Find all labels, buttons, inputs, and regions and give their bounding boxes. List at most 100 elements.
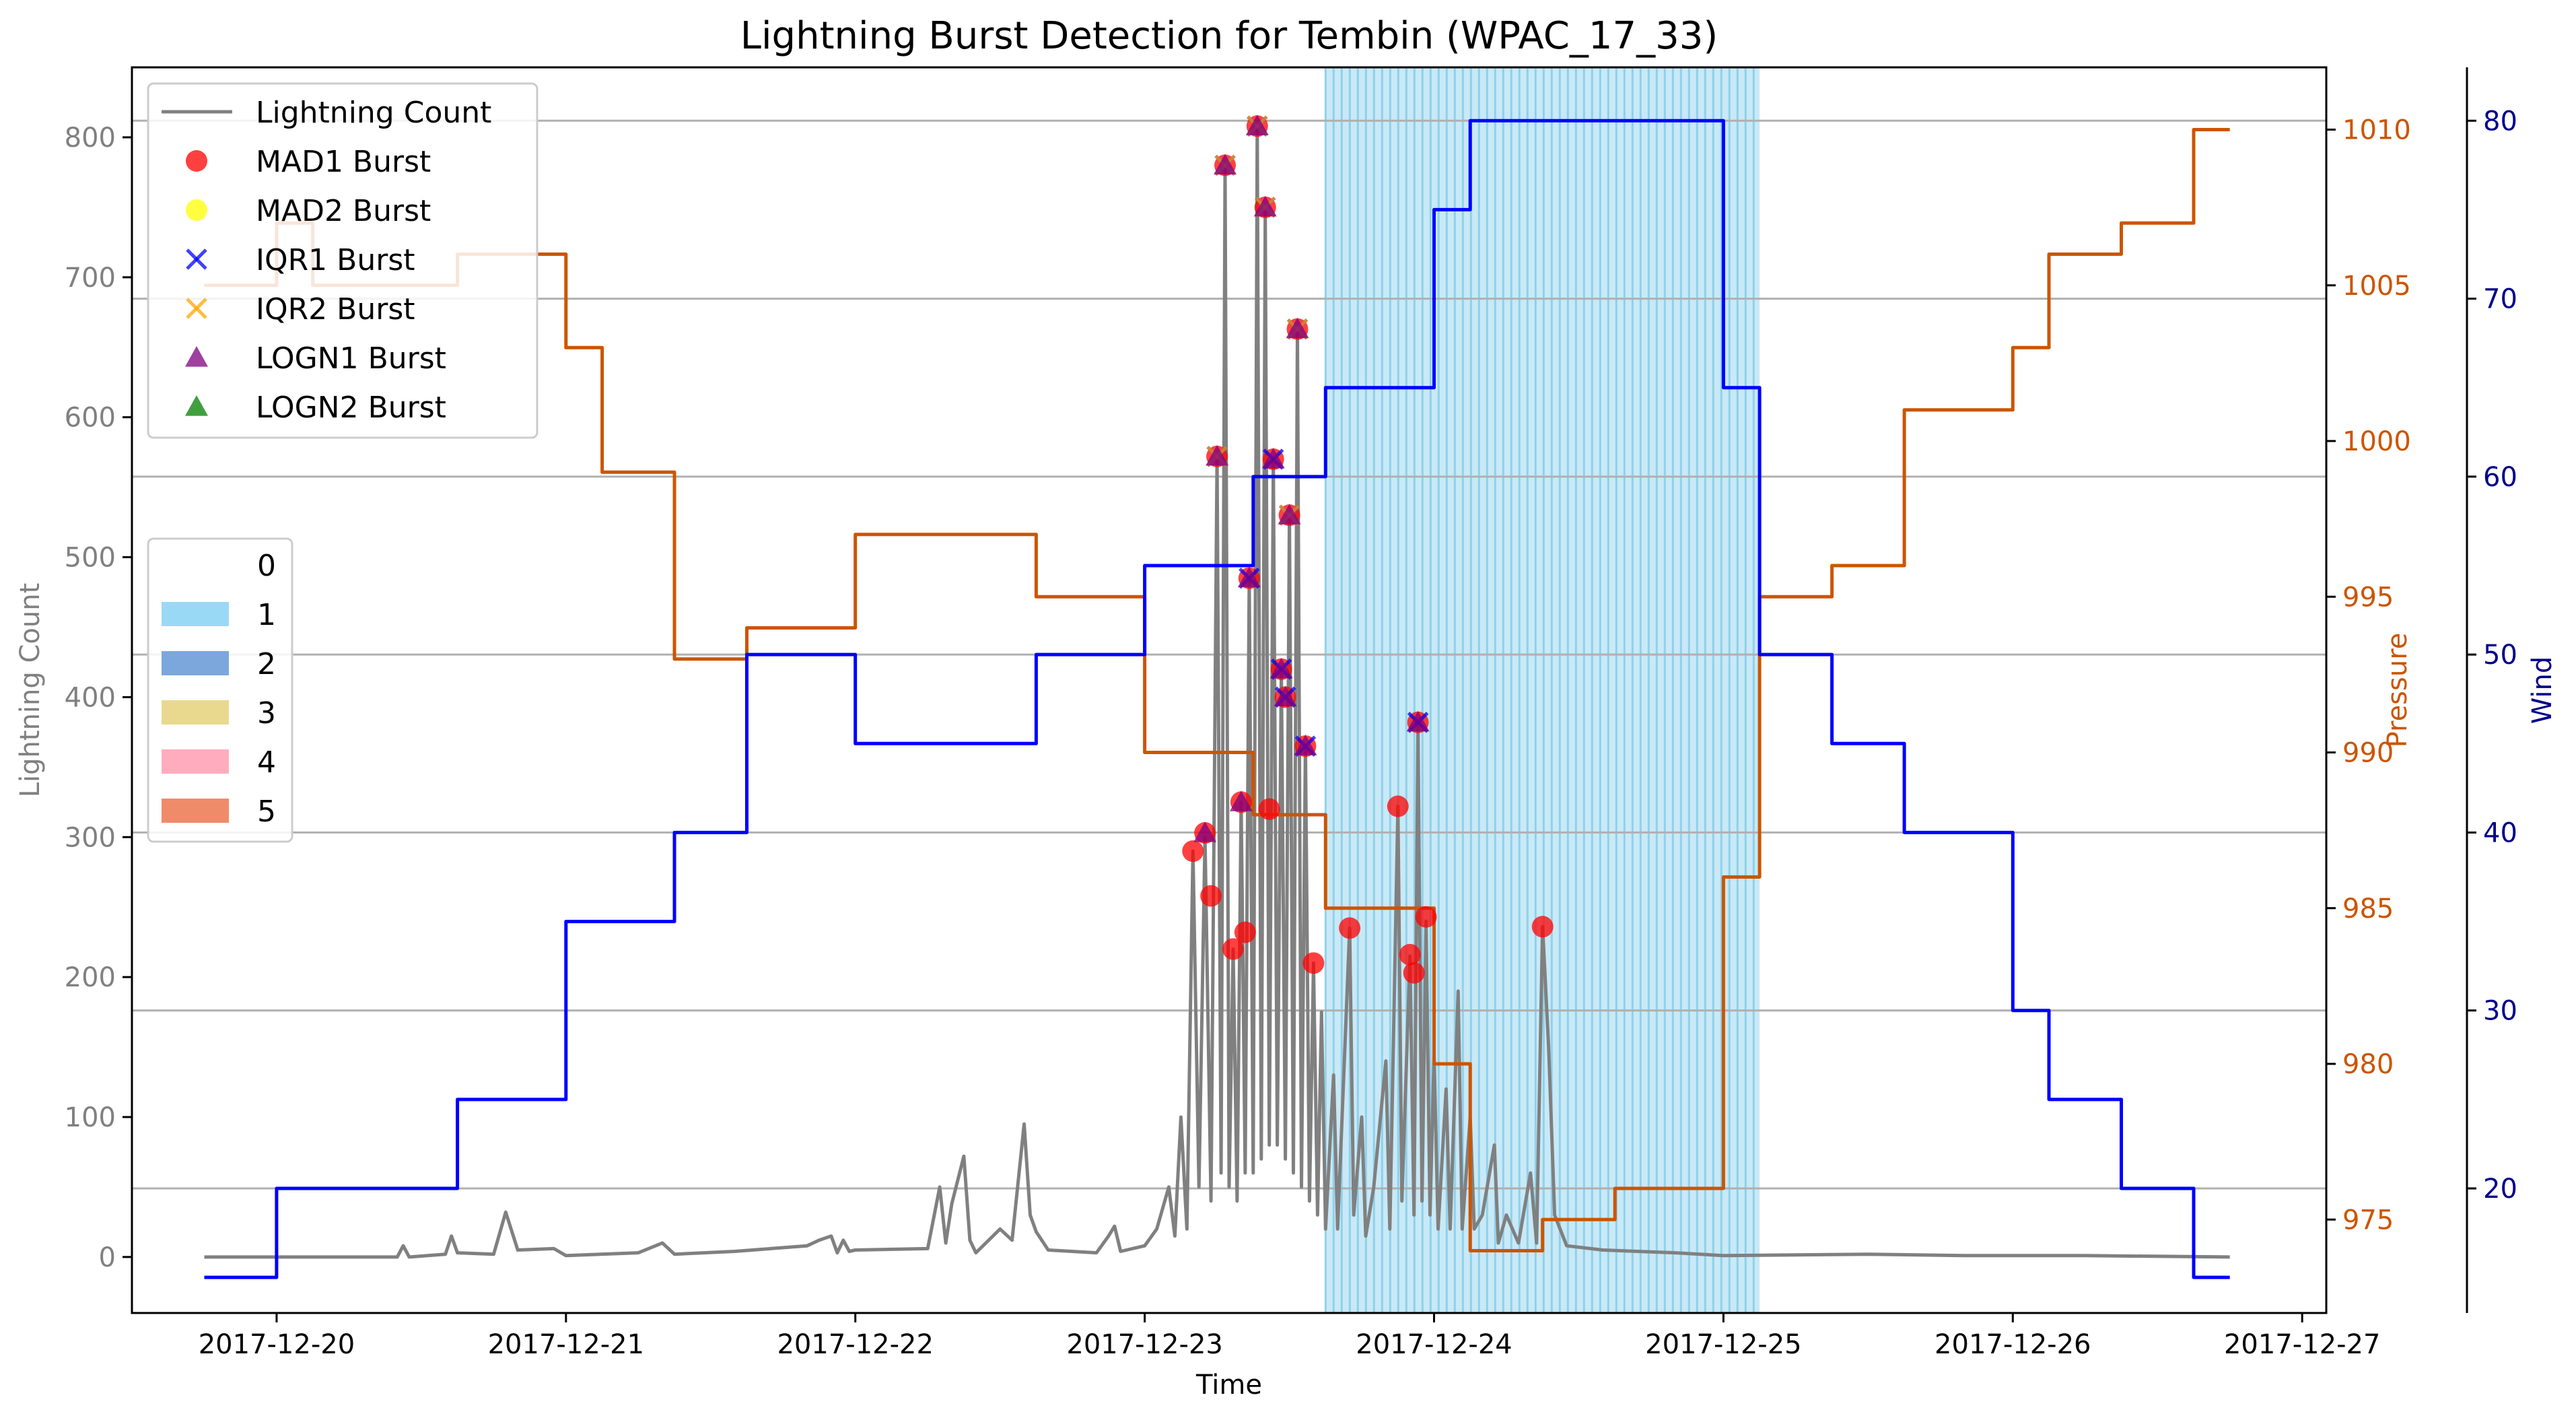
legend-cat-4-label: 4 [257, 745, 276, 780]
logn1-burst-marker [1278, 504, 1301, 525]
legend-lightning-label: Lightning Count [256, 96, 491, 130]
wind-tick-label: 40 [2483, 817, 2517, 848]
legend-mad2-label: MAD2 Burst [256, 194, 431, 228]
pressure-axis-ticks: 975 980 985 990 995 1000 1005 1010 [2326, 115, 2411, 1236]
logn1-burst-marker [1294, 735, 1317, 755]
legend-iqr1-handle-stroke-b [186, 248, 207, 270]
legend-cat-2-patch [162, 651, 229, 675]
legend-cat-3-label: 3 [257, 696, 276, 731]
x-tick-label: 2017-12-23 [1066, 1329, 1222, 1360]
legend-iqr2-label: IQR2 Burst [256, 292, 415, 327]
logn1-burst-marker [1261, 448, 1285, 469]
logn1-burst-marker [1193, 821, 1217, 842]
pressure-tick-label: 995 [2342, 582, 2394, 613]
pressure-tick-label: 1010 [2342, 115, 2411, 146]
logn1-burst-marker [1245, 114, 1269, 135]
wind-tick-label: 50 [2483, 640, 2517, 671]
x-tick-label: 2017-12-22 [777, 1329, 933, 1360]
pressure-tick-label: 980 [2342, 1049, 2394, 1080]
legend-cat-2-label: 2 [257, 647, 276, 681]
logn1-burst-marker [1214, 154, 1237, 175]
legend-logn1-label: LOGN1 Burst [256, 341, 446, 376]
mad1-burst-marker [1531, 916, 1554, 938]
lightning-tick-label: 100 [65, 1102, 116, 1133]
category-legend: 0 1 2 3 4 5 [147, 537, 293, 843]
category-legend-handles [162, 602, 229, 823]
mad1-burst-marker [1415, 906, 1437, 928]
pressure-line [204, 128, 2230, 1252]
legend-logn1-handle [185, 346, 208, 367]
wind-tick-label: 30 [2483, 996, 2517, 1027]
lightning-tick-label: 700 [65, 263, 116, 294]
wind-tick-label: 60 [2483, 462, 2517, 493]
main-legend-box [147, 82, 538, 439]
x-tick-label: 2017-12-25 [1645, 1329, 1801, 1360]
wind-tick-label: 20 [2483, 1174, 2517, 1205]
wind-axis-label: Wind [2527, 656, 2558, 724]
logn1-burst-marker [1237, 566, 1261, 588]
lightning-axis-ticks: 0 100 200 300 400 500 600 700 800 [65, 123, 132, 1273]
x-tick-label: 2017-12-21 [488, 1329, 644, 1360]
plot-area-frame [131, 66, 2328, 1314]
lightning-axis-label: Lightning Count [15, 583, 46, 798]
burst-markers [1182, 114, 1554, 984]
pressure-tick-label: 975 [2342, 1205, 2394, 1236]
legend-cat-4-patch [162, 749, 229, 774]
logn1-burst-marker [1274, 685, 1297, 706]
lightning-tick-label: 300 [65, 822, 116, 853]
legend-mad2-handle [186, 199, 207, 221]
x-tick-label: 2017-12-27 [2224, 1329, 2380, 1360]
legend-cat-1-label: 1 [257, 598, 276, 632]
mad1-burst-marker [1387, 795, 1409, 817]
chart-title: Lightning Burst Detection for Tembin (WP… [740, 14, 1718, 58]
logn1-burst-marker [1206, 444, 1229, 466]
logn1-burst-marker [1286, 317, 1309, 339]
wind-tick-label: 70 [2483, 284, 2517, 315]
logn1-burst-marker [1269, 657, 1293, 679]
legend-mad1-label: MAD1 Burst [256, 145, 431, 179]
pressure-tick-label: 1005 [2342, 271, 2411, 302]
legend-cat-1-patch [162, 602, 229, 626]
legend-cat-3-patch [162, 700, 229, 724]
mad1-burst-marker [1339, 917, 1361, 939]
pressure-tick-label: 985 [2342, 894, 2394, 924]
legend-cat-0-label: 0 [257, 549, 276, 583]
x-axis-ticks: 2017-12-20 2017-12-21 2017-12-22 2017-12-23… [199, 1313, 2380, 1360]
legend-logn2-handle [185, 395, 208, 416]
mad1-burst-marker [1399, 943, 1421, 966]
mad1-burst-marker [1182, 840, 1204, 863]
lightning-tick-label: 500 [65, 543, 116, 574]
main-legend-handles [162, 110, 232, 416]
x-tick-label: 2017-12-26 [1935, 1329, 2091, 1360]
legend-iqr2-handle-stroke-b [186, 298, 207, 319]
lightning-tick-label: 800 [65, 123, 116, 154]
mad1-burst-marker [1403, 962, 1425, 984]
pressure-axis-label: Pressure [2382, 633, 2413, 748]
lightning-tick-label: 400 [65, 682, 116, 713]
wind-tick-label: 80 [2483, 106, 2517, 137]
mad1-burst-marker [1258, 798, 1280, 820]
logn1-burst-marker [1253, 195, 1277, 217]
main-legend: Lightning Count MAD1 Burst MAD2 Burst IQ… [147, 82, 538, 439]
lightning-tick-label: 0 [99, 1242, 116, 1273]
legend-cat-5-patch [162, 799, 229, 823]
pressure-tick-label: 1000 [2342, 426, 2411, 457]
x-axis-label: Time [1195, 1370, 1262, 1401]
mad1-burst-marker [1234, 921, 1256, 943]
logn1-burst-marker [1229, 790, 1253, 811]
wind-axis-ticks: 20 30 40 50 60 70 80 [2467, 106, 2517, 1205]
x-tick-label: 2017-12-20 [199, 1329, 355, 1360]
wind-line [204, 119, 2230, 1279]
lightning-tick-label: 200 [65, 962, 116, 993]
mad1-burst-marker [1200, 885, 1222, 907]
lightning-tick-label: 600 [65, 403, 116, 434]
pressure-tick-label: 990 [2342, 738, 2394, 769]
logn1-burst-marker [1406, 710, 1430, 732]
x-tick-label: 2017-12-24 [1356, 1329, 1512, 1360]
legend-iqr1-handle [186, 248, 207, 270]
legend-logn2-label: LOGN2 Burst [256, 391, 446, 425]
mad1-burst-marker [1222, 938, 1244, 960]
legend-iqr1-label: IQR1 Burst [256, 243, 415, 277]
legend-iqr2-handle [186, 298, 207, 319]
